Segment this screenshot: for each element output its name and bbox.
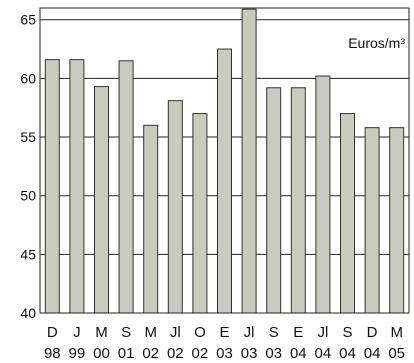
x-tick-label-month: D: [47, 324, 58, 341]
plot-frame: [39, 7, 410, 314]
x-tick-label-year: 02: [192, 345, 209, 362]
y-tick-label: 50: [20, 188, 36, 204]
y-tick-label: 45: [20, 246, 36, 262]
x-tick-label-month: E: [293, 324, 303, 341]
x-tick-label-month: J: [73, 324, 81, 341]
x-tick-label-year: 00: [93, 345, 110, 362]
x-tick-label-month: M: [390, 324, 403, 341]
bars: [44, 8, 405, 314]
x-tick-label-month: Jl: [317, 324, 328, 341]
y-tick-label: 60: [20, 70, 36, 86]
y-tick-label: 65: [20, 12, 36, 28]
unit-label-background: [333, 34, 408, 53]
x-tick-label-month: O: [194, 324, 206, 341]
x-tick-label-year: 99: [69, 345, 86, 362]
x-tick-label-month: D: [367, 324, 378, 341]
x-tick-label-year: 05: [388, 345, 405, 362]
x-tick-label-year: 02: [142, 345, 159, 362]
x-tick-label-year: 04: [290, 345, 307, 362]
bar-6: [192, 113, 208, 314]
x-tick-label-year: 02: [167, 345, 184, 362]
bar-12: [340, 113, 355, 314]
bar-8: [241, 8, 257, 314]
y-tick-label: 40: [20, 305, 36, 321]
bar-2: [94, 86, 109, 314]
bar-5: [167, 100, 183, 314]
x-tick-label-month: Jl: [170, 324, 181, 341]
bar-1: [69, 59, 85, 314]
x-tick-label-month: S: [121, 324, 131, 341]
x-tick-label-year: 04: [315, 345, 332, 362]
bar-11: [315, 75, 331, 314]
bar-9: [266, 87, 282, 314]
bar-10: [290, 87, 306, 314]
bar-13: [364, 127, 380, 314]
x-tick-label-month: Jl: [244, 324, 255, 341]
x-tick-label-year: 03: [216, 345, 233, 362]
bar-0: [44, 59, 60, 314]
x-tick-label-year: 04: [364, 345, 381, 362]
x-axis-tick-labels: D 98 J 99 M 00 S 01 M 02 Jl 02 O 02 E 03 Jl 03 S 03 E 04 Jl 04 S…: [44, 324, 405, 362]
bar-4: [143, 124, 159, 314]
x-tick-label-month: S: [342, 324, 352, 341]
bar-3: [118, 60, 134, 314]
x-tick-label-year: 03: [265, 345, 282, 362]
y-tick-label: 55: [20, 129, 36, 145]
x-tick-label-month: M: [144, 324, 157, 341]
x-tick-label-year: 03: [241, 345, 258, 362]
bar-14: [389, 127, 405, 314]
unit-label: Euros/m³: [348, 35, 405, 51]
x-tick-label-month: M: [95, 324, 108, 341]
x-tick-label-month: S: [269, 324, 279, 341]
x-tick-label-year: 04: [339, 345, 356, 362]
x-tick-label-year: 01: [118, 345, 135, 362]
y-axis-tick-labels: 40 45 50 55 60 65: [20, 12, 36, 321]
bar-7: [217, 48, 232, 314]
x-tick-label-year: 98: [44, 345, 61, 362]
x-tick-label-month: E: [219, 324, 229, 341]
